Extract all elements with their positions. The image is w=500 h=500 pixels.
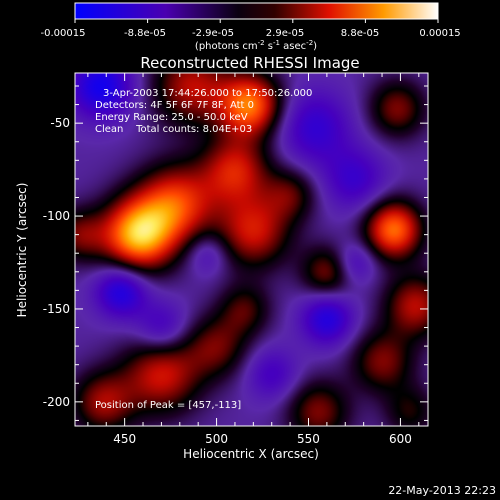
annotation-energy: Energy Range: 25.0 - 50.0 keV bbox=[95, 112, 248, 123]
y-axis-label: Heliocentric Y (arcsec) bbox=[15, 183, 29, 318]
y-tick-label: -100 bbox=[43, 209, 70, 223]
annotation-peak: Position of Peak = [457,-113] bbox=[95, 400, 241, 411]
chart-title: Reconstructed RHESSI Image bbox=[140, 54, 359, 72]
axes: 450 500 550 600 -50 -100 -150 -200 bbox=[43, 73, 428, 446]
x-tick-label: 450 bbox=[113, 432, 136, 446]
colorbar-label-4: 8.8e-05 bbox=[341, 28, 379, 39]
colorbar bbox=[74, 2, 439, 20]
colorbar-label-5: 0.00015 bbox=[419, 28, 460, 39]
annotation-time: 3-Apr-2003 17:44:26.000 to 17:50:26.000 bbox=[103, 88, 312, 99]
y-tick-label: -200 bbox=[43, 395, 70, 409]
annotation-detectors: Detectors: 4F 5F 6F 7F 8F, Att 0 bbox=[95, 100, 254, 111]
x-tick-label: 500 bbox=[205, 432, 228, 446]
colorbar-label-0: -0.00015 bbox=[41, 28, 86, 39]
y-tick-label: -150 bbox=[43, 302, 70, 316]
x-tick-label: 550 bbox=[297, 432, 320, 446]
plot-frame bbox=[74, 72, 429, 427]
colorbar-label-3: 2.9e-05 bbox=[266, 28, 304, 39]
x-tick-label: 600 bbox=[389, 432, 412, 446]
y-tick-label: -50 bbox=[50, 116, 70, 130]
footer-date: 22-May-2013 22:23 bbox=[388, 484, 496, 497]
annotations: 3-Apr-2003 17:44:26.000 to 17:50:26.000 … bbox=[95, 88, 312, 411]
x-axis-label: Heliocentric X (arcsec) bbox=[183, 447, 319, 461]
annotation-clean: Clean Total counts: 8.04E+03 bbox=[95, 124, 252, 135]
colorbar-labels: -0.00015 -8.8e-05 -2.9e-05 2.9e-05 8.8e-… bbox=[41, 28, 461, 39]
colorbar-label-2: -2.9e-05 bbox=[192, 28, 234, 39]
colorbar-unit: (photons cm-2 s-1 asec-2) bbox=[195, 39, 317, 52]
colorbar-label-1: -8.8e-05 bbox=[124, 28, 166, 39]
heatmap-image bbox=[75, 73, 428, 426]
colorbar-ticks bbox=[74, 19, 439, 23]
